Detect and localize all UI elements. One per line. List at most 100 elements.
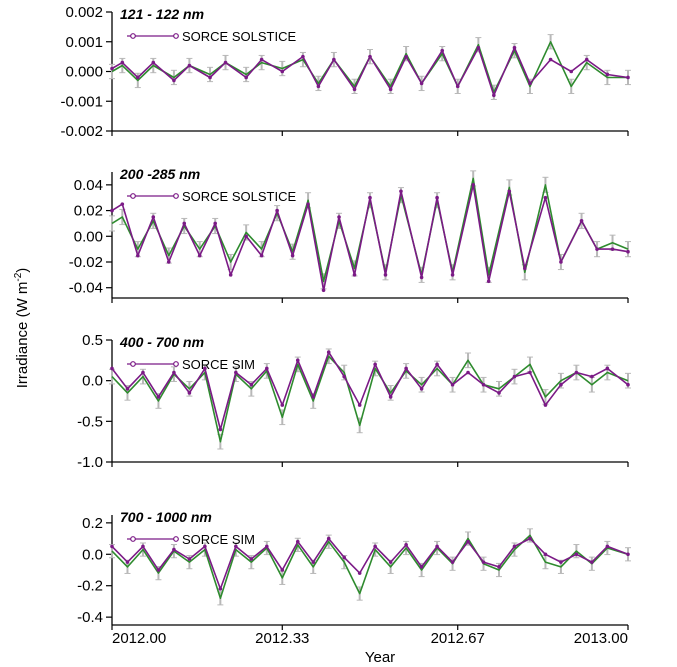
data-point [497, 565, 501, 569]
data-point [110, 366, 114, 371]
data-point [156, 568, 161, 572]
data-point [626, 249, 630, 254]
data-point [404, 366, 408, 371]
y-tick-label: 0.0 [82, 373, 103, 390]
panel-title: 200 -285 nm [119, 166, 200, 182]
data-point [295, 539, 300, 544]
data-point [125, 387, 130, 391]
data-point [605, 544, 610, 549]
data-point [342, 555, 347, 560]
y-tick-label: 0.04 [74, 177, 103, 194]
y-tick-label: -1.0 [77, 454, 103, 471]
data-point [399, 189, 403, 194]
y-axis-title-main: Irradiance (W m [14, 282, 31, 389]
data-point [110, 544, 114, 549]
y-axis-title-sup: -2 [13, 272, 24, 281]
data-point [548, 57, 553, 62]
data-point [512, 45, 517, 50]
data-point [172, 78, 176, 83]
y-tick-label: 0.02 [74, 203, 103, 220]
data-point [435, 195, 439, 200]
x-axis-title: Year [365, 649, 395, 666]
data-point [559, 560, 563, 564]
legend-marker [173, 33, 179, 39]
data-point [208, 75, 212, 80]
data-point [332, 57, 336, 62]
data-point [203, 366, 207, 371]
data-point [342, 374, 347, 379]
data-point [419, 387, 424, 391]
data-point [481, 560, 486, 564]
data-point [151, 215, 156, 219]
data-point [419, 565, 424, 569]
data-point [352, 273, 357, 277]
data-point [110, 66, 114, 71]
data-point [569, 69, 574, 74]
series-line-model [111, 534, 629, 600]
y-tick-label: 0.002 [65, 4, 103, 21]
data-point [450, 273, 455, 277]
data-point [357, 571, 362, 575]
y-tick-label: -0.2 [77, 578, 103, 595]
data-point [295, 358, 300, 363]
data-point [471, 183, 476, 187]
data-point [120, 202, 125, 206]
data-point [337, 215, 341, 219]
data-point [388, 87, 393, 92]
data-point [404, 54, 408, 59]
data-point [172, 547, 176, 552]
data-point [244, 234, 248, 239]
data-point [151, 60, 156, 65]
panel-3: 0.5 0.0 -0.5 -1.0 400 - 700 nm SORCE SIM [77, 332, 631, 471]
data-point [228, 273, 233, 277]
data-point [249, 557, 254, 561]
legend-label: SORCE SIM [182, 532, 255, 547]
data-point [373, 362, 377, 367]
data-point [605, 366, 610, 371]
data-point [595, 247, 599, 251]
data-point [326, 536, 331, 541]
x-tick-label: 2012.67 [431, 630, 485, 647]
data-point [136, 75, 140, 80]
data-point [321, 288, 326, 293]
data-point [120, 60, 125, 65]
data-point [440, 48, 445, 53]
data-point [435, 544, 439, 549]
data-point [388, 395, 393, 399]
panel-1: 0.002 0.001 0.000 -0.001 -0.002 121 - 122 nm S… [60, 4, 631, 140]
data-point [590, 560, 594, 564]
data-point [450, 560, 455, 564]
data-point [136, 253, 140, 258]
data-point [481, 382, 486, 387]
y-tick-label: 0.5 [82, 332, 103, 349]
data-point [368, 54, 372, 59]
data-point [125, 560, 130, 564]
data-point [203, 544, 207, 549]
data-point [244, 75, 248, 80]
data-point [326, 350, 331, 355]
data-point [182, 221, 187, 226]
data-point [223, 60, 228, 65]
data-point [306, 202, 310, 206]
data-point [574, 552, 579, 557]
y-tick-label: 0.001 [65, 34, 103, 51]
data-point [605, 72, 610, 77]
data-point [528, 81, 532, 86]
data-point [626, 552, 630, 557]
data-point [388, 560, 393, 564]
data-point [383, 273, 388, 277]
data-point [234, 370, 238, 375]
data-point [404, 543, 408, 547]
data-point [626, 382, 630, 387]
legend-label: SORCE SIM [182, 357, 255, 372]
data-point [275, 208, 279, 213]
legend-marker [173, 193, 179, 199]
y-tick-label: -0.5 [77, 413, 103, 430]
data-point [584, 57, 589, 62]
data-point [234, 544, 238, 549]
data-point [280, 403, 285, 407]
data-point [290, 253, 295, 258]
data-point [280, 69, 285, 74]
y-tick-label: 0.00 [74, 228, 103, 245]
y-tick-label: 0.2 [82, 515, 103, 532]
